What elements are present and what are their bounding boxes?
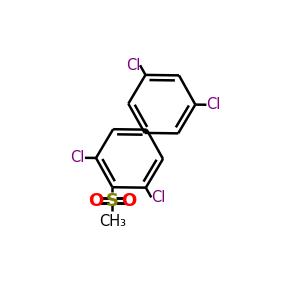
Text: Cl: Cl: [126, 58, 140, 73]
Text: CH₃: CH₃: [99, 214, 126, 229]
Text: Cl: Cl: [70, 150, 85, 165]
Text: O: O: [121, 192, 136, 210]
Text: Cl: Cl: [206, 97, 221, 112]
Text: O: O: [88, 192, 104, 210]
Text: Cl: Cl: [151, 190, 166, 205]
Text: S: S: [106, 192, 119, 210]
